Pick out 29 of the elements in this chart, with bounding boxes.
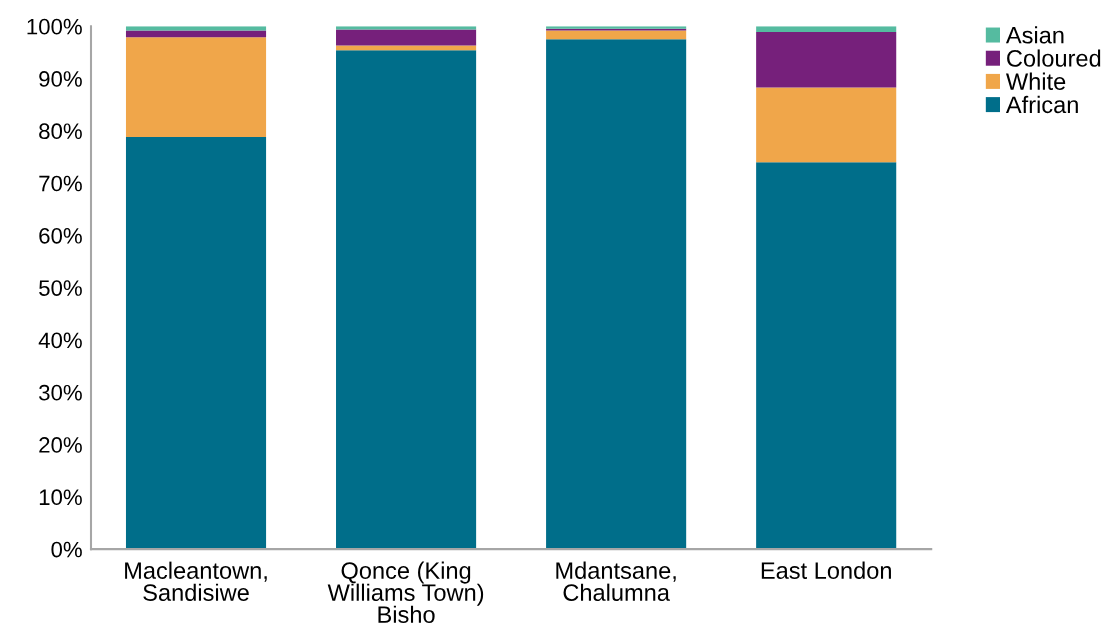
bar	[546, 30, 687, 40]
y-tick-label: 60%	[39, 227, 82, 244]
bar	[125, 30, 267, 38]
y-tick-label: 100%	[27, 18, 82, 35]
bar	[336, 50, 477, 550]
y-tick-label: 80%	[39, 123, 82, 140]
y-tick-label: 10%	[39, 489, 82, 506]
bar	[125, 137, 267, 550]
bar	[546, 39, 687, 550]
legend-label: African	[1005, 95, 1078, 114]
y-tick-label: 30%	[39, 384, 82, 401]
bar	[756, 31, 897, 88]
x-tick-label: East London	[761, 561, 891, 579]
bar	[756, 162, 897, 550]
y-tick-label: 40%	[38, 332, 82, 349]
y-tick-label: 70%	[39, 175, 82, 192]
bar	[336, 29, 477, 46]
y-tick-label: 50%	[39, 280, 82, 296]
legend-label: Asian	[1005, 26, 1064, 44]
x-tick-label: Qonce (King Williams Town) Bisho	[327, 561, 484, 623]
x-tick-label: Mdantsane, Chalumna	[556, 561, 676, 601]
y-tick-label: 0%	[51, 541, 82, 558]
bar	[125, 37, 267, 138]
bar	[756, 87, 897, 163]
x-tick-label: Macleantown, Sandisiwe	[125, 561, 267, 601]
legend-label: Coloured	[1007, 49, 1101, 67]
y-tick-label: 90%	[39, 71, 82, 87]
y-tick-label: 20%	[39, 437, 82, 453]
legend-label: White	[1006, 72, 1066, 90]
